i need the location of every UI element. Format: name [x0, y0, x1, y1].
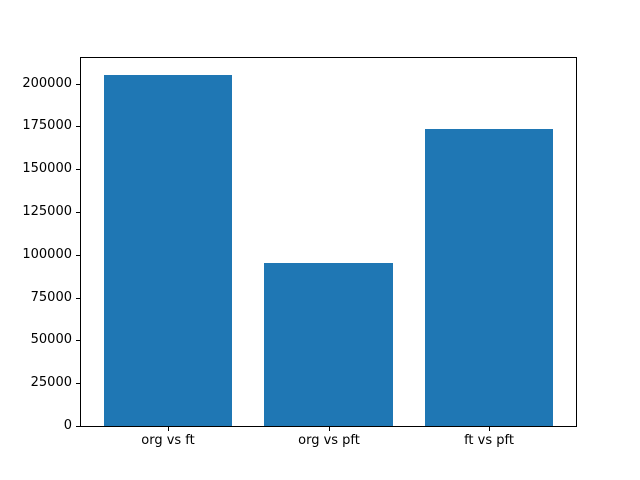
x-axis-tick: [168, 427, 169, 431]
y-axis-tick: [76, 212, 80, 213]
y-axis-tick-label: 0: [63, 418, 72, 433]
x-axis-category-label: org vs pft: [298, 433, 360, 448]
y-axis-tick-label: 175000: [22, 118, 72, 133]
x-axis-tick: [329, 427, 330, 431]
y-axis-tick-label: 50000: [30, 332, 72, 347]
bar-org-vs-pft: [264, 263, 393, 426]
y-axis-tick: [76, 126, 80, 127]
y-axis-tick: [76, 84, 80, 85]
x-axis-category-label: ft vs pft: [464, 433, 514, 448]
plot-area: [80, 57, 577, 427]
y-axis-tick: [76, 340, 80, 341]
bar-org-vs-ft: [103, 75, 233, 426]
y-axis-tick: [76, 298, 80, 299]
y-axis-tick: [76, 383, 80, 384]
y-axis-tick-label: 25000: [30, 375, 72, 390]
x-axis-tick: [489, 427, 490, 431]
y-axis-tick-label: 125000: [22, 204, 72, 219]
y-axis-tick-label: 100000: [22, 247, 72, 262]
x-axis-category-label: org vs ft: [141, 433, 195, 448]
y-axis-tick-label: 75000: [30, 290, 72, 305]
y-axis-tick: [76, 255, 80, 256]
y-axis-tick: [76, 169, 80, 170]
y-axis-tick-label: 150000: [22, 161, 72, 176]
y-axis-tick-label: 200000: [22, 76, 72, 91]
bar-ft-vs-pft: [424, 129, 554, 426]
y-axis-tick: [76, 426, 80, 427]
